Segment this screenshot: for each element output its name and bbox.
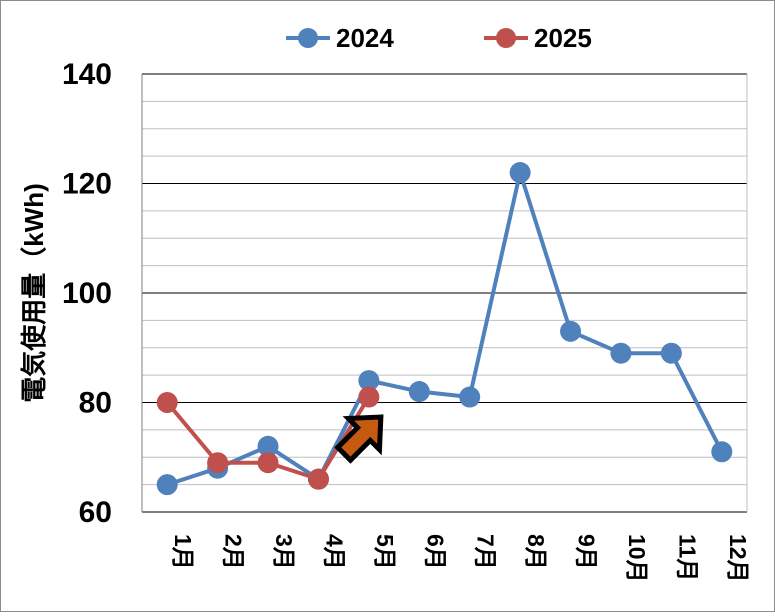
data-point <box>257 435 279 457</box>
series-lines <box>156 162 733 496</box>
data-point <box>660 342 682 364</box>
y-tick-label: 80 <box>79 387 112 420</box>
y-axis-title: 電気使用量（kWh) <box>19 183 49 403</box>
legend: 2024 2025 <box>286 23 592 53</box>
legend-item: 2024 <box>286 23 394 53</box>
data-point <box>560 320 582 342</box>
arrow-annotation <box>334 414 384 464</box>
data-point <box>610 342 632 364</box>
grid-lines <box>141 73 748 513</box>
x-tick-label: 3月 <box>271 534 297 570</box>
data-point <box>711 441 733 463</box>
x-tick-label: 11月 <box>674 534 700 581</box>
x-tick-label: 2月 <box>221 534 247 570</box>
legend-swatch-marker <box>496 28 516 48</box>
y-tick-label: 120 <box>62 168 112 201</box>
series-2025 <box>156 386 380 490</box>
legend-swatch-marker <box>298 28 318 48</box>
data-point <box>207 452 229 474</box>
y-tick-label: 140 <box>62 58 112 91</box>
y-tick-label: 100 <box>62 277 112 310</box>
series-2024 <box>156 162 733 496</box>
x-tick-label: 10月 <box>624 534 650 583</box>
x-tick-label: 9月 <box>574 534 600 570</box>
y-tick-label: 60 <box>79 496 112 529</box>
arrow-shape <box>334 414 384 464</box>
x-tick-label: 6月 <box>422 534 448 570</box>
x-tick-label: 4月 <box>321 534 347 570</box>
x-tick-label: 7月 <box>473 534 499 570</box>
data-point <box>307 468 329 490</box>
y-axis-ticks: 60 80 100 120 140 <box>62 58 112 529</box>
data-point <box>509 162 531 184</box>
legend-item: 2025 <box>484 23 592 53</box>
data-point <box>408 381 430 403</box>
x-axis-ticks: 1月 2月 3月 4月 5月 6月 7月 8月 9月 10月 11月 12月 <box>170 534 751 583</box>
x-tick-label: 12月 <box>725 534 751 583</box>
legend-label: 2025 <box>534 23 592 53</box>
x-tick-label: 1月 <box>170 534 196 570</box>
data-point <box>156 474 178 496</box>
data-point <box>156 392 178 413</box>
data-point <box>459 386 481 408</box>
data-point <box>358 370 380 392</box>
x-tick-label: 8月 <box>523 534 549 570</box>
data-point <box>257 452 279 474</box>
legend-label: 2024 <box>336 23 394 53</box>
x-tick-label: 5月 <box>372 534 398 570</box>
data-point <box>358 386 380 408</box>
series-line <box>166 170 724 487</box>
arrow-polygon <box>334 414 384 464</box>
